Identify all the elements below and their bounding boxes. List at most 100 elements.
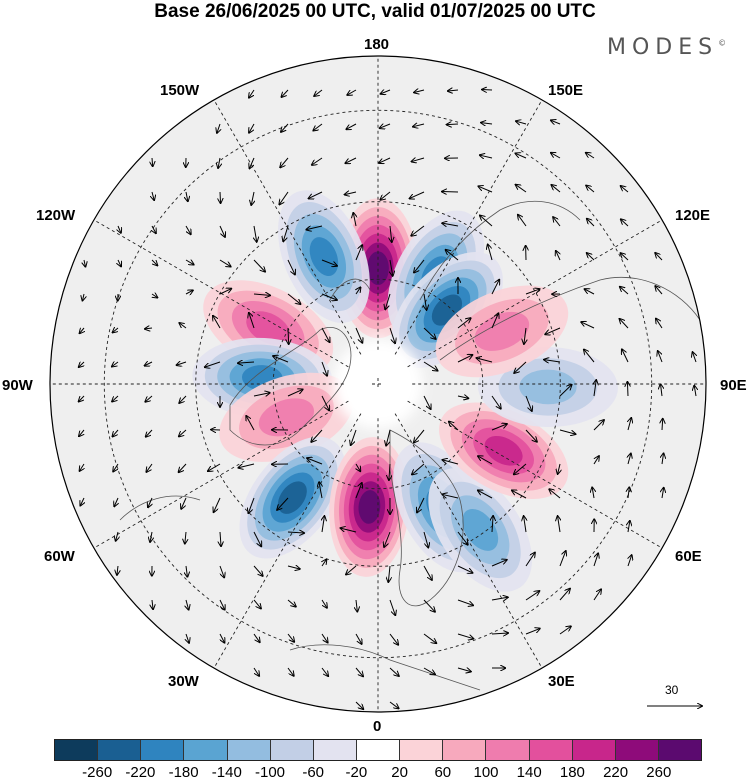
colorbar-tick-label: 140 <box>516 764 542 781</box>
wind-arrow <box>152 225 156 233</box>
wind-arrow <box>559 551 566 567</box>
wind-arrow <box>82 293 84 300</box>
wind-arrow <box>581 322 595 329</box>
wind-arrow <box>253 565 263 576</box>
wind-arrow <box>112 395 119 402</box>
wind-arrow <box>219 259 231 267</box>
wind-arrow <box>321 259 337 266</box>
wind-arrow <box>217 123 220 133</box>
wind-arrow <box>381 90 391 94</box>
wind-arrow <box>551 120 561 124</box>
wind-arrow <box>559 429 575 434</box>
wind-arrow <box>356 599 357 611</box>
wind-arrow <box>480 216 493 227</box>
wind-arrow <box>246 416 255 431</box>
wind-arrow <box>556 251 560 261</box>
wind-arrow <box>186 191 188 201</box>
wind-arrow <box>478 456 493 465</box>
wind-arrow <box>346 123 357 129</box>
wind-arrow <box>492 516 493 533</box>
wind-arrow <box>488 245 493 261</box>
wind-arrow <box>219 225 225 237</box>
wind-arrow <box>516 121 527 124</box>
colorbar-tick-label: -260 <box>82 764 113 781</box>
wind-arrow <box>152 259 157 265</box>
wind-arrow <box>116 531 118 541</box>
anomaly-contour <box>309 237 339 277</box>
wind-arrow <box>314 89 323 96</box>
wind-arrow <box>356 287 360 295</box>
lon-label-0: 0 <box>373 718 382 735</box>
wind-arrow <box>185 531 186 544</box>
wind-arrow <box>412 158 425 162</box>
wind-arrow <box>594 380 596 397</box>
lon-label-180: 180 <box>364 36 390 53</box>
wind-arrow <box>389 633 398 645</box>
wind-arrow <box>287 389 303 397</box>
meridian-line <box>394 99 543 355</box>
map-title: Base 26/06/2025 00 UTC, valid 01/07/2025… <box>154 1 596 22</box>
wind-arrow <box>491 313 498 329</box>
wind-arrow <box>186 633 189 643</box>
wind-arrow <box>287 532 304 533</box>
wind-arrow <box>390 259 393 276</box>
wind-arrow <box>481 123 493 124</box>
wind-arrow <box>457 565 472 573</box>
wind-vectors <box>79 90 696 710</box>
wind-arrow <box>655 286 663 295</box>
wind-arrow <box>593 553 598 567</box>
wind-arrow <box>152 294 157 298</box>
wind-arrow <box>584 350 595 363</box>
lon-label-120e: 120E <box>675 207 711 224</box>
wind-arrow <box>353 213 356 227</box>
wind-arrow <box>238 362 255 363</box>
wind-arrow <box>253 667 259 676</box>
wind-arrow <box>253 294 270 295</box>
lon-label-90e: 90E <box>720 377 747 394</box>
wind-arrow <box>273 356 289 363</box>
wind-arrow <box>525 395 532 411</box>
wind-arrow <box>593 589 601 601</box>
colorbar-tick-label: -100 <box>254 764 286 781</box>
wind-arrow <box>319 482 322 499</box>
wind-arrow <box>288 327 289 344</box>
wind-arrow <box>586 153 595 159</box>
wind-arrow <box>551 153 561 159</box>
wind-arrow <box>181 497 187 509</box>
wind-arrow <box>306 225 323 230</box>
wind-arrow <box>355 633 362 644</box>
lon-label-90w: 90W <box>2 377 33 394</box>
wind-arrow <box>185 290 193 294</box>
wind-arrow <box>385 293 391 309</box>
wind-arrow <box>478 490 493 499</box>
wind-arrow <box>414 90 425 92</box>
wind-arrow <box>662 419 663 431</box>
colorbar <box>54 739 702 761</box>
colorbar-swatch <box>356 740 401 760</box>
wind-arrow <box>447 124 459 125</box>
meridian-line <box>213 413 362 669</box>
wind-arrow <box>655 253 663 261</box>
wind-arrow <box>414 259 425 273</box>
anomaly-contour <box>474 311 530 351</box>
wind-arrow <box>628 454 631 465</box>
wind-arrow <box>514 361 527 373</box>
wind-arrow <box>423 633 436 643</box>
wind-arrow <box>113 328 118 332</box>
wind-arrow <box>386 429 391 446</box>
wind-arrow <box>478 186 493 193</box>
wind-arrow <box>414 429 425 442</box>
wind-arrow <box>179 323 187 329</box>
wind-arrow <box>118 225 121 233</box>
wind-arrow <box>346 565 357 575</box>
wind-arrow <box>491 280 499 295</box>
wind-arrow <box>253 393 270 396</box>
reference-vector-label: 30 <box>665 683 679 697</box>
wind-arrow <box>113 429 119 436</box>
colorbar-swatch <box>98 740 142 760</box>
wind-arrow <box>152 157 153 166</box>
wind-arrow <box>423 327 436 339</box>
wind-arrow <box>253 599 261 608</box>
colorbar-swatch <box>529 740 573 760</box>
